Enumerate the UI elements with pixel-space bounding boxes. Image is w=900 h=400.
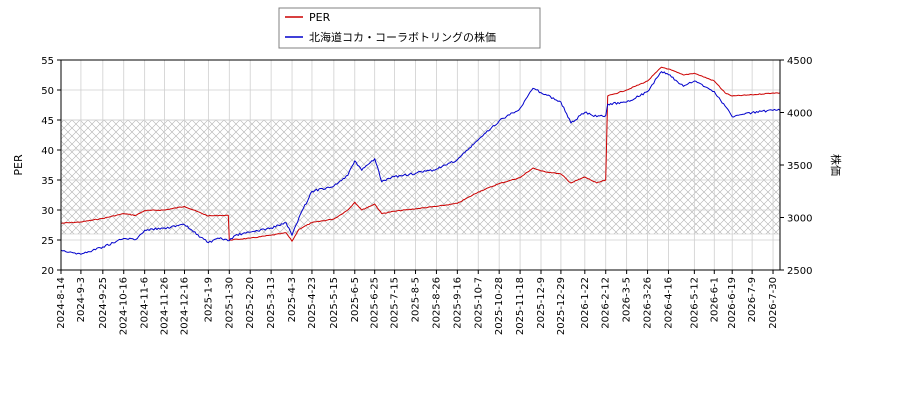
- x-tick-label: 2025-3-13: [266, 277, 277, 329]
- right-axis-title: 株価: [829, 154, 843, 176]
- x-tick-label: 2024-8-14: [56, 277, 67, 329]
- right-tick-label: 2500: [787, 266, 812, 277]
- x-tick-label: 2025-9-16: [452, 277, 463, 329]
- x-tick-label: 2025-1-30: [224, 277, 235, 329]
- legend-label-per: PER: [309, 11, 331, 24]
- axis-layer: 20 25 30 35 40 45 50 55 2500 3000 3500 4000 4500 2024…: [41, 56, 812, 335]
- x-tick-label: 2026-6-1: [709, 277, 720, 322]
- x-tick-label: 2025-12-29: [556, 277, 567, 335]
- x-tick-label: 2026-3-5: [622, 277, 633, 322]
- left-tick-label: 30: [41, 206, 54, 217]
- x-tick-label: 2025-12-9: [536, 277, 547, 329]
- x-tick-label: 2024-11-26: [160, 277, 171, 335]
- right-tick-label: 3500: [787, 161, 812, 172]
- x-tick-label: 2025-1-9: [203, 277, 214, 322]
- x-tick-label: 2026-1-22: [580, 277, 591, 329]
- left-tick-label: 25: [41, 236, 54, 247]
- left-tick-label: 40: [41, 146, 54, 157]
- x-tick-label: 2025-8-26: [431, 277, 442, 329]
- per-series-line: [61, 66, 780, 242]
- x-tick-label: 2026-3-26: [643, 277, 654, 329]
- x-tick-label: 2025-7-15: [390, 277, 401, 329]
- left-tick-label: 45: [41, 116, 54, 127]
- x-tick-label: 2024-12-16: [179, 277, 190, 335]
- x-tick-label: 2024-11-6: [140, 277, 151, 329]
- legend: PER 北海道コカ・コーラボトリングの株価: [278, 7, 541, 49]
- x-tick-label: 2025-10-7: [473, 277, 484, 329]
- legend-label-price: 北海道コカ・コーラボトリングの株価: [309, 30, 496, 44]
- left-tick-label: 50: [41, 86, 54, 97]
- x-tick-label: 2025-6-25: [370, 277, 381, 329]
- x-tick-label: 2025-6-5: [350, 277, 361, 322]
- shaded-band: [60, 119, 781, 235]
- x-tick-label: 2026-7-9: [747, 277, 758, 322]
- x-tick-label: 2026-2-12: [601, 277, 612, 329]
- x-tick-label: 2024-9-25: [98, 277, 109, 329]
- shaded-band-layer: [60, 119, 781, 235]
- x-tick-label: 2025-4-23: [307, 277, 318, 329]
- left-axis-title: PER: [12, 154, 25, 176]
- price-series-line: [61, 71, 780, 255]
- right-tick-label: 3000: [787, 214, 812, 225]
- x-tick-label: 2025-5-15: [329, 277, 340, 329]
- x-tick-label: 2024-10-16: [119, 277, 130, 335]
- x-tick-label: 2025-10-28: [494, 277, 505, 335]
- x-tick-label: 2025-11-18: [515, 277, 526, 335]
- legend-box: [278, 7, 541, 49]
- right-tick-label: 4000: [787, 109, 812, 120]
- left-tick-label: 55: [41, 56, 54, 67]
- x-tick-label: 2026-7-30: [768, 277, 779, 329]
- left-tick-label: 20: [41, 266, 54, 277]
- series-layer: [61, 66, 780, 255]
- x-tick-label: 2025-8-5: [411, 277, 422, 322]
- left-tick-label: 35: [41, 176, 54, 187]
- x-tick-label: 2025-2-20: [245, 277, 256, 329]
- x-tick-label: 2026-5-12: [689, 277, 700, 329]
- x-tick-label: 2024-9-3: [76, 277, 87, 322]
- x-tick-label: 2025-4-3: [287, 277, 298, 322]
- right-tick-label: 4500: [787, 56, 812, 67]
- x-tick-label: 2026-4-16: [663, 277, 674, 329]
- x-tick-label: 2026-6-19: [727, 277, 738, 329]
